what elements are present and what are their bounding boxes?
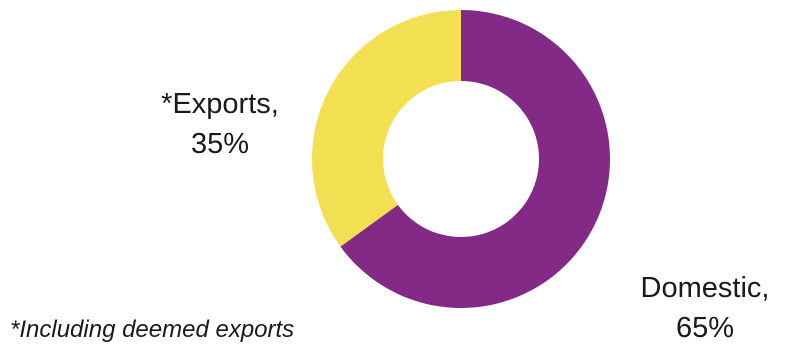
data-label-domestic: Domestic, 65% [605,268,805,348]
chart-footnote: *Including deemed exports [10,316,295,343]
data-label-domestic-name: Domestic, [640,272,770,304]
data-label-domestic-value: 65% [675,312,735,344]
slice-domestic [340,10,610,308]
data-label-exports: *Exports, 35% [120,84,320,164]
data-label-exports-value: 35% [190,128,250,160]
data-label-exports-name: *Exports, [161,88,279,120]
slice-exports [312,10,461,247]
